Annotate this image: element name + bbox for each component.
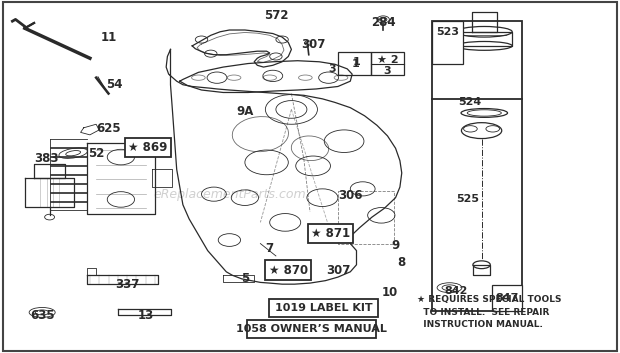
Text: 13: 13 xyxy=(138,310,154,322)
Text: ★ 2: ★ 2 xyxy=(377,55,398,65)
Text: 572: 572 xyxy=(264,10,288,22)
Text: 284: 284 xyxy=(371,16,396,29)
Text: 3: 3 xyxy=(328,64,335,74)
Text: 383: 383 xyxy=(34,152,59,165)
Text: ★ REQUIRES SPECIAL TOOLS
  TO INSTALL.  SEE REPAIR
  INSTRUCTION MANUAL.: ★ REQUIRES SPECIAL TOOLS TO INSTALL. SEE… xyxy=(417,295,561,329)
Text: 1019 LABEL KIT: 1019 LABEL KIT xyxy=(275,303,373,313)
Text: 3: 3 xyxy=(384,66,391,76)
Text: 524: 524 xyxy=(458,97,482,107)
Text: 625: 625 xyxy=(96,122,121,135)
Bar xyxy=(432,21,522,311)
Text: 8: 8 xyxy=(397,257,406,269)
Text: 1: 1 xyxy=(352,59,360,68)
Text: 525: 525 xyxy=(456,195,480,204)
Text: 307: 307 xyxy=(301,38,326,50)
Text: 10: 10 xyxy=(381,287,397,299)
Text: ★ 869: ★ 869 xyxy=(128,141,167,154)
Text: eReplacementParts.com: eReplacementParts.com xyxy=(153,188,306,201)
Text: 9A: 9A xyxy=(236,105,254,118)
Text: 52: 52 xyxy=(88,147,104,160)
Text: 847: 847 xyxy=(495,293,518,303)
Text: 523: 523 xyxy=(436,27,459,37)
Bar xyxy=(371,52,404,75)
Text: 635: 635 xyxy=(30,310,55,322)
Text: 1058 OWNER’S MANUAL: 1058 OWNER’S MANUAL xyxy=(236,324,388,334)
Text: 842: 842 xyxy=(444,286,467,296)
Text: 54: 54 xyxy=(107,78,123,91)
Text: 306: 306 xyxy=(338,190,363,202)
Bar xyxy=(247,320,376,338)
Bar xyxy=(432,21,463,64)
Bar xyxy=(269,299,378,317)
Text: 5: 5 xyxy=(241,273,249,285)
Bar xyxy=(492,285,522,311)
Text: ★ 870: ★ 870 xyxy=(268,264,308,276)
Text: 9: 9 xyxy=(391,239,400,252)
Bar xyxy=(338,52,371,75)
Text: 337: 337 xyxy=(115,278,140,291)
Text: 1: 1 xyxy=(353,57,360,67)
Text: ★ 871: ★ 871 xyxy=(311,227,350,240)
Text: 307: 307 xyxy=(326,264,350,276)
Text: 7: 7 xyxy=(265,243,274,255)
Text: 11: 11 xyxy=(100,31,117,43)
